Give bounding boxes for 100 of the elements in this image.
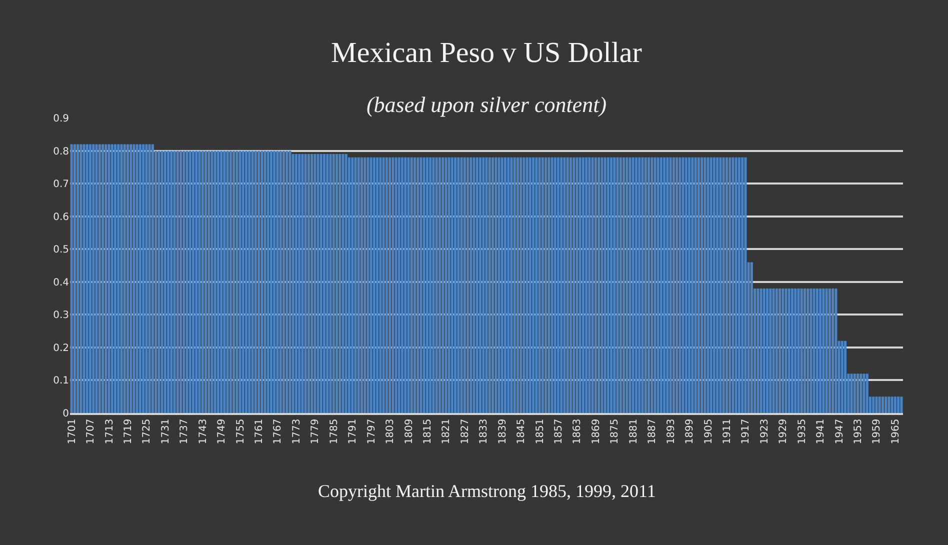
bar (732, 157, 734, 413)
bar (320, 154, 322, 413)
bar (676, 157, 678, 413)
x-tick-label: 1851 (534, 418, 546, 444)
bar (472, 157, 476, 413)
bar (117, 144, 120, 413)
bar (176, 150, 179, 413)
bar (548, 157, 550, 413)
bar (716, 157, 719, 413)
bar (578, 157, 582, 413)
bar (357, 157, 360, 413)
bar (628, 157, 632, 413)
bar (457, 157, 460, 413)
bar (650, 157, 654, 413)
bar (510, 157, 513, 413)
bar (432, 157, 435, 413)
bar (276, 150, 279, 413)
bar (560, 157, 563, 413)
x-tick-label: 1827 (460, 418, 471, 444)
bar (138, 144, 142, 413)
bar (301, 154, 304, 413)
bar (819, 288, 822, 413)
bar (535, 157, 538, 413)
bar (656, 157, 660, 413)
bar (294, 154, 298, 413)
bar (388, 157, 392, 413)
bar (697, 157, 700, 413)
x-tick-label: 1845 (516, 418, 528, 444)
y-tick-label: 0.5 (53, 244, 69, 256)
bar (226, 150, 229, 413)
bar (728, 157, 732, 413)
x-tick-label: 1935 (796, 418, 808, 444)
bar (110, 144, 114, 413)
bar (379, 157, 382, 413)
bar (719, 157, 722, 413)
bar (351, 157, 354, 413)
bar (600, 157, 604, 413)
x-tick-label: 1755 (235, 418, 246, 444)
x-tick-label: 1719 (122, 418, 134, 444)
bar (762, 288, 766, 413)
bar (242, 150, 244, 413)
bar (682, 157, 684, 413)
x-tick-label: 1911 (722, 418, 733, 444)
bar (354, 157, 357, 413)
x-tick-label: 1923 (759, 418, 770, 444)
chart-subtitle: (based upon silver content) (366, 92, 607, 118)
bar (756, 288, 760, 413)
bar (491, 157, 494, 413)
bar (572, 157, 576, 413)
bar (878, 396, 881, 413)
bar (142, 144, 145, 413)
bar (694, 157, 697, 413)
y-tick-label: 0.2 (53, 342, 69, 354)
bar (778, 288, 782, 413)
bar (582, 157, 584, 413)
bar (370, 157, 372, 413)
text: Copyright Martin Armstrong 1985, 1999, 2011 (318, 481, 656, 501)
bar (853, 374, 856, 413)
y-tick-label: 0.8 (53, 146, 69, 158)
bar (204, 150, 207, 413)
bar (264, 150, 266, 413)
bar (632, 157, 634, 413)
x-tick-label: 1965 (890, 418, 902, 444)
bar (641, 157, 644, 413)
bar (422, 157, 426, 413)
bar (825, 288, 828, 413)
bar (120, 144, 123, 413)
bar (706, 157, 710, 413)
bar (738, 157, 740, 413)
bar (130, 144, 132, 413)
y-tick-label: 0.7 (53, 179, 69, 190)
x-tick-label: 1917 (740, 418, 752, 444)
bar (132, 144, 136, 413)
bar (270, 150, 273, 413)
bar (420, 157, 422, 413)
bar (326, 154, 329, 413)
bar (192, 150, 195, 413)
bar (844, 340, 847, 413)
bar (897, 396, 900, 413)
bar (647, 157, 650, 413)
bar (314, 154, 316, 413)
bar (700, 157, 704, 413)
bar (304, 154, 307, 413)
bar (822, 288, 825, 413)
bar (550, 157, 554, 413)
x-tick-label: 1797 (366, 418, 378, 444)
bar (344, 154, 348, 413)
x-tick-label: 1881 (628, 418, 640, 444)
bar (167, 150, 170, 413)
x-tick-label: 1773 (291, 418, 302, 444)
bar (894, 396, 896, 413)
bar (500, 157, 504, 413)
bar (463, 157, 466, 413)
bar (238, 150, 242, 413)
bar (554, 157, 556, 413)
bar (526, 157, 528, 413)
bar (881, 396, 884, 413)
bar (364, 157, 366, 413)
x-tick-label: 1791 (348, 418, 359, 444)
bar (398, 157, 400, 413)
